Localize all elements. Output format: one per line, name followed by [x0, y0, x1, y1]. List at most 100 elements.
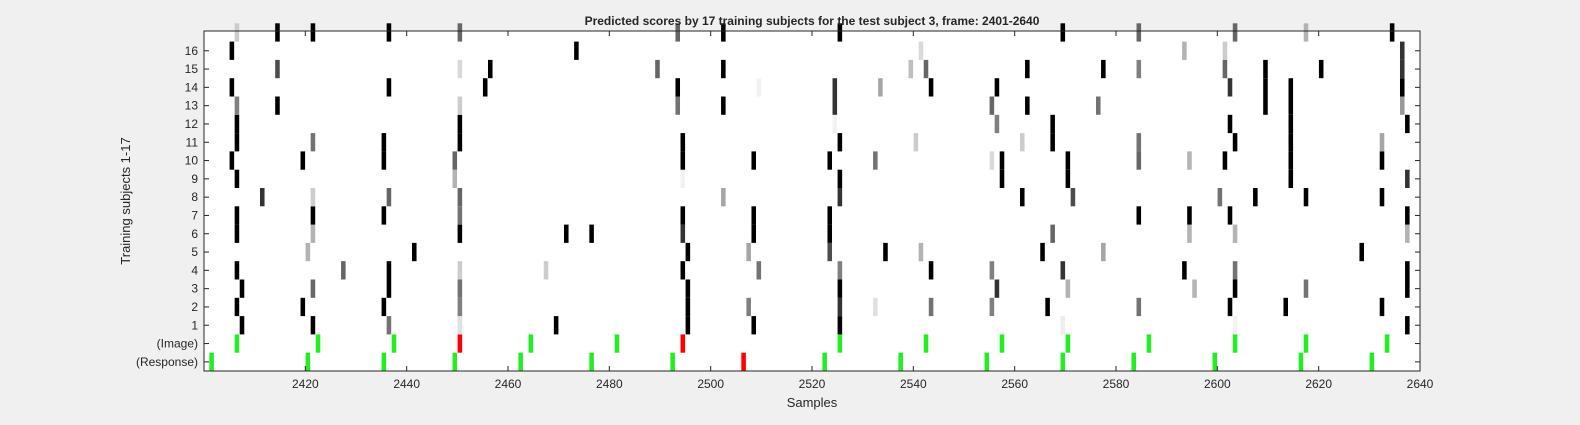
score-cell	[680, 261, 686, 280]
image-marker	[680, 334, 686, 353]
score-cell	[1303, 188, 1309, 207]
score-cell	[1025, 96, 1030, 115]
score-cell	[994, 279, 1000, 298]
response-marker	[898, 352, 903, 371]
score-cell	[923, 59, 929, 79]
y-tick-label: 11	[186, 135, 199, 149]
score-cell	[234, 169, 240, 188]
score-cell	[229, 41, 235, 60]
score-cell	[1095, 96, 1101, 115]
image-marker	[391, 334, 397, 353]
score-cell	[1405, 261, 1410, 280]
score-cell	[234, 224, 240, 243]
score-cell	[675, 23, 681, 42]
score-cell	[239, 279, 245, 298]
score-cell	[1101, 59, 1106, 79]
score-cell	[1405, 206, 1410, 225]
y-tick-label: 10	[185, 154, 199, 168]
score-cell	[756, 261, 762, 280]
score-cell	[655, 59, 660, 79]
score-cell	[1405, 114, 1410, 134]
score-cell	[457, 279, 463, 298]
chart-title: Predicted scores by 17 training subjects…	[585, 14, 1040, 28]
image-marker	[315, 334, 321, 353]
score-cell	[675, 96, 681, 115]
score-cell	[1045, 297, 1050, 317]
score-cell	[873, 297, 878, 317]
y-tick-label: 1	[191, 318, 198, 332]
score-cell	[1399, 96, 1405, 115]
score-cell	[827, 242, 833, 262]
y-tick-label: (Response)	[136, 355, 198, 369]
score-cell	[680, 206, 686, 225]
score-cell	[999, 169, 1005, 188]
score-cell	[1232, 316, 1238, 335]
score-cell	[341, 261, 346, 280]
score-cell	[751, 151, 757, 170]
score-cell	[827, 151, 833, 170]
x-tick-label: 2560	[1001, 377, 1028, 391]
score-cell	[1227, 114, 1233, 134]
score-cell	[680, 169, 686, 188]
score-cell	[751, 316, 757, 335]
y-tick-label: 12	[185, 117, 199, 131]
score-cell	[386, 78, 392, 97]
score-cell	[1222, 59, 1228, 79]
score-cell	[1379, 188, 1385, 207]
image-marker	[1232, 334, 1238, 353]
score-cell	[873, 151, 878, 170]
score-cell	[1303, 23, 1309, 42]
score-cell	[883, 242, 888, 262]
score-cell	[928, 261, 934, 280]
score-cell	[457, 23, 463, 42]
score-cell	[1399, 78, 1405, 97]
score-cell	[386, 23, 392, 42]
score-cell	[259, 188, 265, 207]
score-cell	[1253, 188, 1258, 207]
score-cell	[685, 242, 691, 262]
score-cell	[1222, 41, 1228, 60]
y-tick-label: 16	[185, 44, 199, 58]
score-cell	[1040, 242, 1045, 262]
x-axis-label: Samples	[787, 395, 838, 410]
image-marker	[923, 334, 929, 353]
score-cell	[234, 114, 240, 134]
score-cell	[457, 261, 463, 280]
score-cell	[275, 59, 280, 79]
score-cell	[234, 23, 240, 42]
score-cell	[1070, 188, 1076, 207]
score-cell	[457, 224, 463, 243]
response-marker	[741, 352, 746, 371]
score-cell	[908, 59, 914, 79]
response-marker	[381, 352, 387, 371]
x-tick-label: 2500	[697, 377, 724, 391]
score-cell	[381, 297, 387, 317]
score-cell	[310, 23, 316, 42]
image-marker	[1065, 334, 1071, 353]
score-cell	[229, 151, 235, 170]
score-cell	[746, 297, 751, 317]
score-cell	[1379, 297, 1385, 317]
score-cell	[1182, 261, 1187, 280]
score-cell	[751, 206, 757, 225]
score-cell	[837, 261, 843, 280]
score-cell	[680, 151, 686, 170]
score-cell	[1050, 224, 1055, 243]
x-tick-label: 2460	[495, 377, 522, 391]
score-cell	[310, 279, 316, 298]
score-cell	[837, 188, 843, 207]
score-cell	[234, 261, 240, 280]
response-marker	[518, 352, 523, 371]
score-cell	[1379, 151, 1385, 170]
score-cell	[1232, 279, 1238, 298]
score-cell	[721, 96, 726, 115]
score-cell	[1288, 133, 1294, 152]
score-cell	[1318, 59, 1324, 79]
y-tick-label: 14	[185, 80, 199, 94]
score-cell	[1405, 224, 1410, 243]
response-marker	[822, 352, 827, 371]
score-cell	[928, 78, 934, 97]
score-cell	[386, 188, 392, 207]
